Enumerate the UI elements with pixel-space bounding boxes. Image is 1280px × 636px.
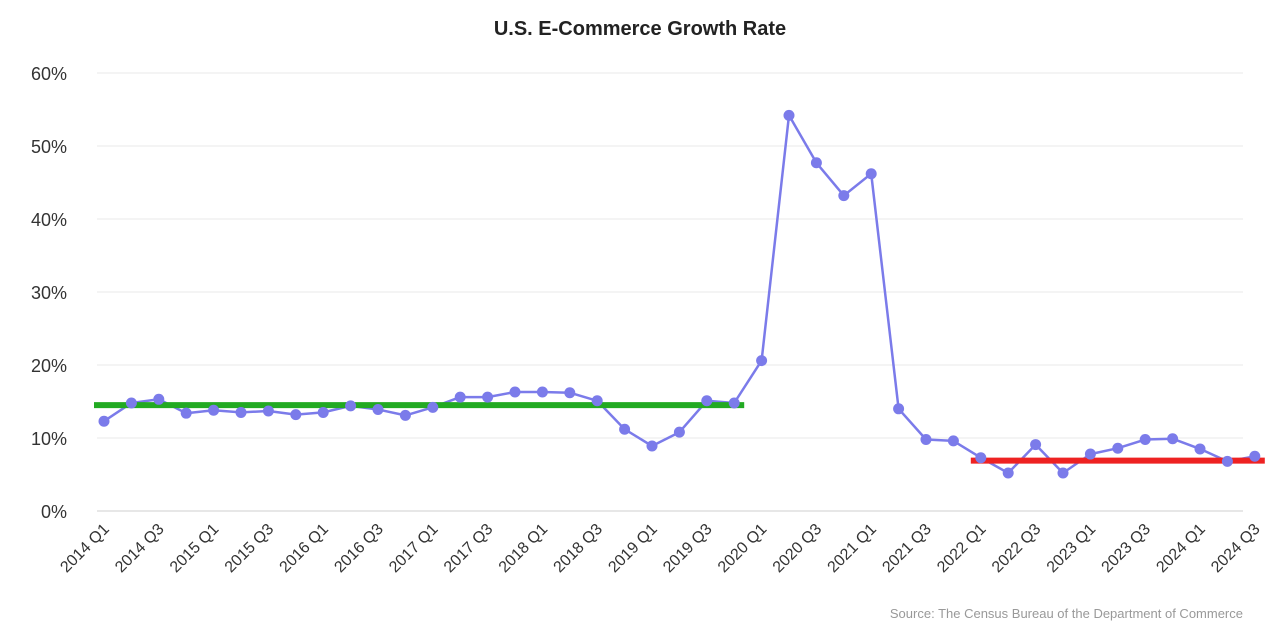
y-tick-label: 10%: [31, 429, 67, 449]
data-point: [728, 397, 740, 409]
data-point: [1030, 439, 1042, 451]
data-point: [153, 393, 165, 405]
data-point: [208, 404, 220, 416]
data-point: [262, 405, 274, 417]
data-point: [920, 433, 932, 445]
data-point: [454, 391, 466, 403]
data-point: [1167, 433, 1179, 445]
data-point: [1002, 467, 1014, 479]
data-point: [619, 423, 631, 435]
x-tick-label: 2019 Q1: [605, 521, 660, 576]
x-tick-label: 2020 Q1: [715, 521, 770, 576]
y-tick-label: 50%: [31, 137, 67, 157]
data-point: [646, 440, 658, 452]
x-tick-label: 2024 Q3: [1208, 521, 1263, 576]
data-point: [1112, 442, 1124, 454]
data-point: [947, 435, 959, 447]
data-point: [893, 403, 905, 415]
x-tick-label: 2022 Q3: [989, 521, 1044, 576]
data-point: [810, 157, 822, 169]
y-axis-tick-labels: 0% 10% 20% 30% 40% 50% 60%: [31, 64, 67, 522]
x-tick-label: 2021 Q1: [825, 521, 880, 576]
data-point: [536, 386, 548, 398]
x-tick-label: 2016 Q3: [331, 521, 386, 576]
data-point: [1194, 443, 1206, 455]
data-point: [701, 395, 713, 407]
data-point: [783, 109, 795, 121]
data-point: [564, 387, 576, 399]
data-point: [372, 404, 384, 416]
x-tick-label: 2020 Q3: [770, 521, 825, 576]
x-tick-label: 2024 Q1: [1153, 521, 1208, 576]
reference-lines: [94, 402, 1265, 464]
data-point: [509, 386, 521, 398]
data-point: [399, 409, 411, 421]
data-point: [756, 355, 768, 367]
data-point: [98, 415, 110, 427]
chart-title: U.S. E-Commerce Growth Rate: [493, 18, 787, 40]
data-point: [317, 406, 329, 418]
data-point: [975, 452, 987, 464]
x-tick-label: 2014 Q3: [112, 521, 167, 576]
data-point: [345, 400, 357, 412]
series-line: [103, 114, 1256, 475]
x-tick-label: 2014 Q1: [57, 521, 112, 576]
data-point: [1221, 455, 1233, 467]
data-point: [591, 395, 603, 407]
x-tick-label: 2021 Q3: [879, 521, 934, 576]
data-point: [482, 391, 494, 403]
x-tick-label: 2022 Q1: [934, 521, 989, 576]
source-note: Source: The Census Bureau of the Departm…: [889, 606, 1243, 621]
data-point: [125, 397, 137, 409]
data-point: [865, 168, 877, 180]
x-tick-label: 2018 Q3: [551, 521, 606, 576]
x-tick-label: 2017 Q3: [441, 521, 496, 576]
data-point: [180, 407, 192, 419]
x-tick-label: 2016 Q1: [277, 521, 332, 576]
data-point: [838, 190, 850, 202]
series-line-layer: [103, 114, 1256, 475]
x-axis-tick-labels: 2014 Q1 2014 Q3 2015 Q1 2015 Q3 2016 Q1 2016 …: [57, 521, 1263, 576]
gridlines: [97, 72, 1243, 512]
x-tick-label: 2019 Q3: [660, 521, 715, 576]
data-point: [1249, 450, 1261, 462]
y-tick-label: 40%: [31, 210, 67, 230]
data-point: [1139, 433, 1151, 445]
data-points: [98, 109, 1261, 479]
x-tick-label: 2023 Q1: [1044, 521, 1099, 576]
x-tick-label: 2015 Q3: [222, 521, 277, 576]
data-point: [1057, 467, 1069, 479]
data-point: [1084, 448, 1096, 460]
data-point: [290, 409, 302, 421]
x-tick-label: 2018 Q1: [496, 521, 551, 576]
y-tick-label: 0%: [41, 502, 67, 522]
data-point: [427, 401, 439, 413]
y-tick-label: 30%: [31, 283, 67, 303]
x-tick-label: 2017 Q1: [386, 521, 441, 576]
x-tick-label: 2015 Q1: [167, 521, 222, 576]
data-point: [235, 406, 247, 418]
data-point: [673, 426, 685, 438]
y-tick-label: 20%: [31, 356, 67, 376]
x-tick-label: 2023 Q3: [1099, 521, 1154, 576]
y-tick-label: 60%: [31, 64, 67, 84]
